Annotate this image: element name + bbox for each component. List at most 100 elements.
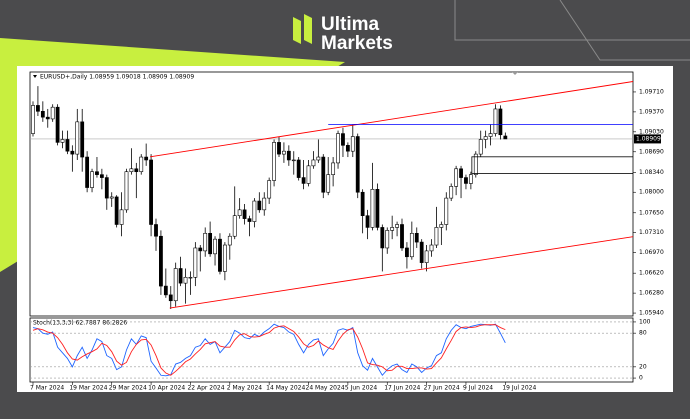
candle-body [188, 276, 193, 279]
candle-body [50, 106, 55, 120]
x-tick-label: 14 May 2024 [266, 385, 305, 392]
candle-body [414, 232, 419, 243]
price-label-box [634, 134, 661, 144]
x-tick-label: 17 Jun 2024 [384, 385, 420, 392]
x-tick-label: 24 May 2024 [306, 385, 345, 392]
candle-body [218, 238, 222, 272]
menu-marker [33, 75, 37, 78]
candle-body [429, 244, 434, 252]
chart-panel [17, 66, 673, 392]
candle-body [104, 177, 109, 199]
y-tick-label: 80 [639, 330, 647, 337]
candle-body [40, 110, 45, 118]
candle-body [252, 200, 257, 222]
candle-body [247, 218, 252, 222]
candle-body [341, 133, 345, 146]
candle-body [149, 159, 153, 225]
candle-body [395, 224, 399, 228]
candle-body [424, 250, 429, 263]
candle-body [60, 139, 65, 143]
candle-body [316, 156, 321, 161]
candle-body [178, 268, 183, 284]
y-tick-label: 20 [639, 363, 647, 370]
trendline [169, 236, 633, 309]
candle-body [365, 215, 370, 228]
y-tick-label: 1.06620 [639, 270, 664, 277]
x-tick-label: 22 Apr 2024 [187, 385, 224, 392]
brand-name: Ultima [321, 14, 380, 35]
shift-marker [512, 72, 518, 75]
x-tick-label: 29 Mar 2024 [109, 385, 147, 392]
candle-body [370, 189, 375, 228]
candle-body [385, 230, 390, 249]
x-tick-label: 7 Mar 2024 [30, 385, 64, 392]
decor-line [454, 0, 690, 41]
candle-body [473, 153, 478, 175]
candle-body [405, 247, 409, 258]
candle-body [203, 232, 208, 252]
candle-body [183, 276, 188, 284]
candle-body [95, 171, 99, 175]
price-plot [30, 81, 633, 309]
x-tick-label: 19 Mar 2024 [69, 385, 107, 392]
candle-body [454, 168, 459, 187]
y-tick-label: 1.07310 [639, 229, 664, 236]
candle-body [80, 121, 85, 158]
candle-body [99, 174, 104, 178]
candle-body [439, 224, 444, 228]
candle-body [139, 156, 144, 173]
candle-body [222, 244, 227, 272]
candle-body [144, 156, 149, 161]
candle-body [326, 174, 331, 193]
candle-body [321, 156, 326, 193]
y-tick-label: 1.09030 [639, 128, 664, 135]
candle-body [227, 235, 232, 246]
candle-body [380, 227, 385, 249]
candle-body [286, 150, 291, 161]
candle-body [129, 168, 134, 173]
y-tick-label: 1.08340 [639, 169, 664, 176]
y-tick-label: 1.09710 [639, 88, 664, 95]
candle-body [503, 135, 508, 140]
candle-body [483, 136, 488, 140]
candle-body [163, 285, 168, 296]
y-tick-label: 1.08690 [639, 148, 664, 155]
candle-body [464, 177, 468, 184]
logo-mark [304, 14, 312, 44]
x-tick-label: 19 Jul 2024 [502, 385, 536, 392]
candle-body [301, 177, 306, 184]
price-label: 1.08909 [636, 135, 661, 142]
y-tick-label: 1.08000 [639, 189, 664, 196]
candle-body [262, 197, 267, 211]
x-tick-label: 5 Jun 2024 [345, 385, 377, 392]
stoch-frame [29, 317, 634, 383]
candle-body [306, 165, 311, 184]
logo: Ultima Markets [293, 14, 393, 54]
candle-body [168, 294, 173, 302]
candle-body [277, 142, 281, 155]
candle-body [355, 136, 360, 193]
candle-body [478, 139, 483, 155]
candle-body [488, 133, 493, 137]
candle-body [360, 191, 365, 217]
candle-body [493, 108, 498, 134]
zone-box [471, 156, 633, 174]
y-tick-label: 1.06970 [639, 249, 664, 256]
y-tick-label: 1.06280 [639, 290, 664, 297]
candle-body [449, 186, 454, 199]
candle-body [409, 232, 414, 258]
x-tick-label: 2 May 2024 [227, 385, 262, 392]
candle-body [375, 189, 380, 228]
candle-body [124, 171, 129, 211]
stoch-plot [30, 321, 633, 379]
candle-body [390, 227, 395, 231]
y-tick-label: 0 [639, 375, 643, 382]
indicator-title: Stoch(13,3,3) 62.7887 86.2826 [33, 320, 127, 327]
candle-body [134, 168, 139, 173]
candle-body [85, 156, 90, 188]
candle-body [208, 232, 213, 255]
candle-body [198, 247, 203, 252]
candle-body [31, 105, 35, 134]
candle-body [272, 142, 276, 181]
